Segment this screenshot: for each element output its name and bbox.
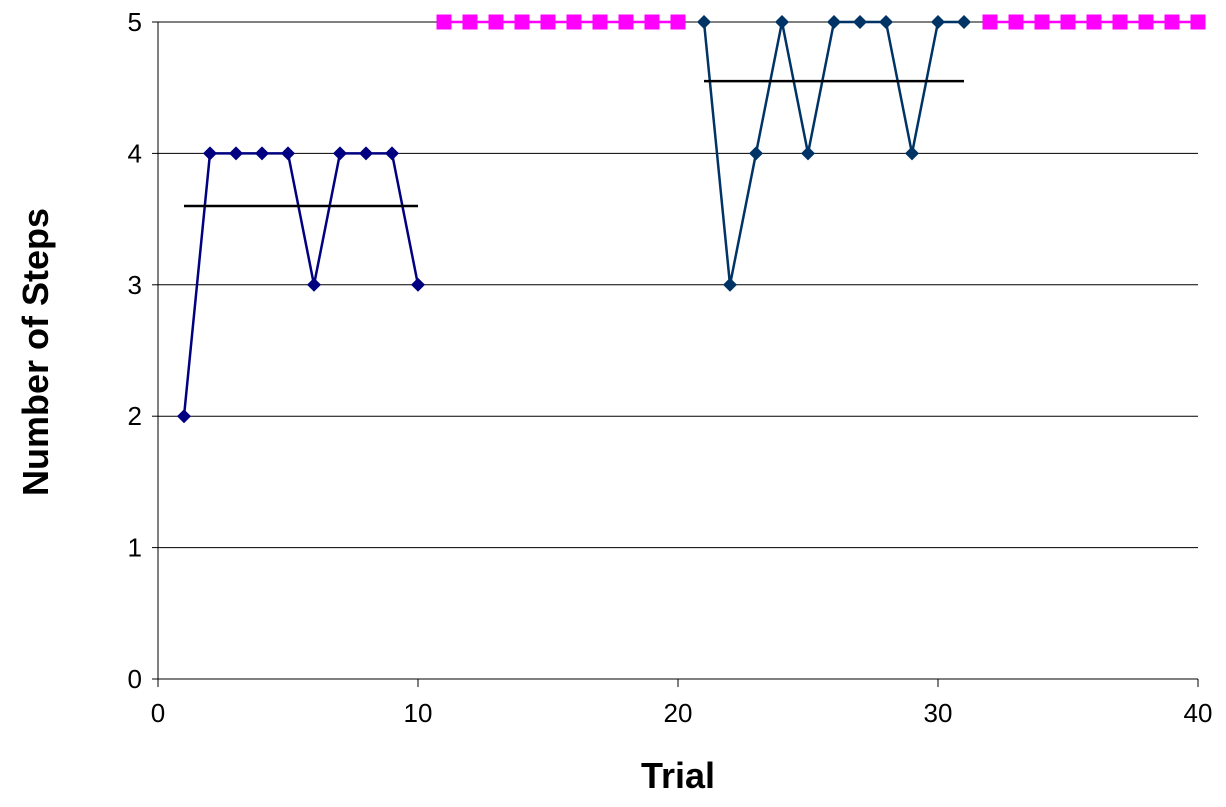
data-point-square	[1138, 14, 1154, 30]
data-point-diamond	[801, 146, 815, 161]
data-point-square	[670, 14, 686, 30]
data-point-square	[540, 14, 556, 30]
data-point-diamond	[177, 409, 191, 424]
series-line	[182, 152, 420, 417]
x-tick-label: 0	[151, 698, 165, 728]
data-point-diamond	[359, 146, 373, 161]
data-point-square	[514, 14, 530, 30]
data-point-square	[488, 14, 504, 30]
data-point-square	[592, 14, 608, 30]
data-point-diamond	[333, 146, 347, 161]
y-tick-label: 1	[128, 533, 142, 563]
x-tick-label: 30	[924, 698, 953, 728]
data-point-square	[1164, 14, 1180, 30]
series-1	[177, 146, 425, 424]
x-tick-label: 40	[1184, 698, 1213, 728]
data-point-diamond	[281, 146, 295, 161]
data-point-square	[436, 14, 452, 30]
data-point-square	[1060, 14, 1076, 30]
data-point-square	[1112, 14, 1128, 30]
y-tick-label: 3	[128, 270, 142, 300]
data-point-diamond	[905, 146, 919, 161]
data-point-square	[462, 14, 478, 30]
data-point-square	[1086, 14, 1102, 30]
data-point-diamond	[957, 15, 971, 29]
data-point-square	[644, 14, 660, 30]
data-point-diamond	[411, 277, 425, 292]
data-point-diamond	[775, 15, 789, 29]
data-point-diamond	[203, 146, 217, 161]
data-point-diamond	[827, 15, 841, 29]
x-axis-title: Trial	[641, 755, 715, 796]
data-point-diamond	[255, 146, 269, 161]
y-tick-label: 4	[128, 138, 142, 168]
y-tick-label: 0	[128, 664, 142, 694]
y-tick-label: 2	[128, 401, 142, 431]
x-tick-label: 10	[404, 698, 433, 728]
series-4	[982, 14, 1206, 30]
data-series	[177, 14, 1206, 424]
series-2	[436, 14, 686, 30]
series-3	[697, 15, 971, 292]
data-point-diamond	[385, 146, 399, 161]
y-axis-title: Number of Steps	[15, 208, 56, 496]
data-point-square	[982, 14, 998, 30]
data-point-diamond	[307, 277, 321, 292]
data-point-square	[1034, 14, 1050, 30]
data-point-diamond	[723, 277, 737, 292]
y-tick-label: 5	[128, 7, 142, 37]
x-tick-label: 20	[664, 698, 693, 728]
data-point-square	[1008, 14, 1024, 30]
data-point-diamond	[749, 146, 763, 161]
axes	[152, 21, 1199, 687]
data-point-diamond	[931, 15, 945, 29]
data-point-square	[566, 14, 582, 30]
data-point-diamond	[879, 15, 893, 29]
data-point-square	[1190, 14, 1206, 30]
data-point-diamond	[229, 146, 243, 161]
tick-labels: 0 1 2 3 4 5 0 10 20 30 40	[128, 7, 1213, 728]
data-point-diamond	[853, 15, 867, 29]
data-point-square	[618, 14, 634, 30]
data-point-diamond	[697, 15, 711, 29]
